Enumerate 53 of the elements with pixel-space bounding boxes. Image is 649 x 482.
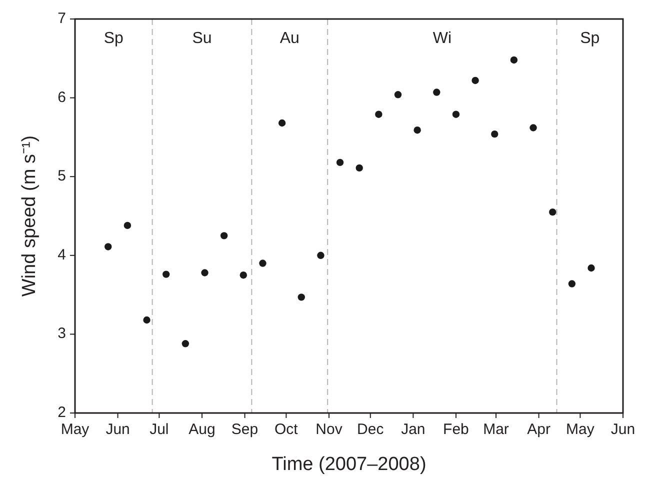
- y-tick-label: 6: [58, 88, 66, 106]
- point: [124, 222, 132, 230]
- point: [491, 130, 498, 138]
- y-tick-label: 7: [58, 10, 66, 27]
- point: [433, 88, 440, 96]
- point: [182, 340, 190, 348]
- x-axis-title: Time (2007–2008): [272, 454, 426, 475]
- point: [336, 158, 344, 166]
- point: [356, 164, 363, 172]
- annotation: Au: [280, 30, 300, 48]
- y-tick-label: 2: [58, 404, 66, 421]
- x-tick-label: Aug: [188, 421, 216, 438]
- point: [298, 294, 305, 301]
- y-tick-label: 3: [58, 325, 66, 342]
- x-tick-label: Jan: [401, 421, 426, 438]
- point: [530, 124, 537, 132]
- point: [220, 232, 228, 240]
- point: [510, 56, 518, 64]
- point: [452, 110, 460, 118]
- x-tick-label: Feb: [443, 421, 469, 438]
- x-tick-label: May: [60, 421, 90, 438]
- y-axis-title: Wind speed (m s⁻¹): [19, 135, 40, 297]
- point: [278, 119, 286, 127]
- y-tick-label: 4: [58, 246, 66, 264]
- point: [472, 76, 479, 84]
- point: [317, 252, 324, 259]
- point: [201, 269, 208, 276]
- point: [588, 264, 595, 272]
- x-tick-label: Apr: [527, 421, 550, 438]
- annotation: Wi: [432, 30, 452, 48]
- x-tick-label: Jul: [150, 421, 169, 438]
- annotation: Su: [192, 30, 212, 48]
- point: [549, 208, 556, 216]
- point: [414, 126, 421, 134]
- x-tick-label: Mar: [483, 421, 509, 438]
- point: [162, 270, 170, 278]
- x-tick-label: May: [566, 421, 595, 438]
- point: [143, 316, 150, 324]
- x-tick-label: Nov: [316, 421, 343, 438]
- point: [375, 110, 382, 118]
- x-tick-label: Dec: [357, 421, 384, 438]
- annotation: Sp: [104, 30, 124, 48]
- point: [104, 243, 112, 250]
- point: [568, 280, 576, 288]
- point: [259, 260, 266, 267]
- y-tick-label: 5: [58, 168, 66, 185]
- x-tick-label: Jun: [610, 421, 636, 438]
- x-tick-label: Oct: [274, 421, 299, 438]
- x-tick-label: Jun: [106, 421, 130, 438]
- x-tick-label: Sep: [231, 421, 258, 438]
- point: [240, 272, 248, 279]
- annotation: Sp: [580, 30, 600, 48]
- point: [394, 91, 402, 98]
